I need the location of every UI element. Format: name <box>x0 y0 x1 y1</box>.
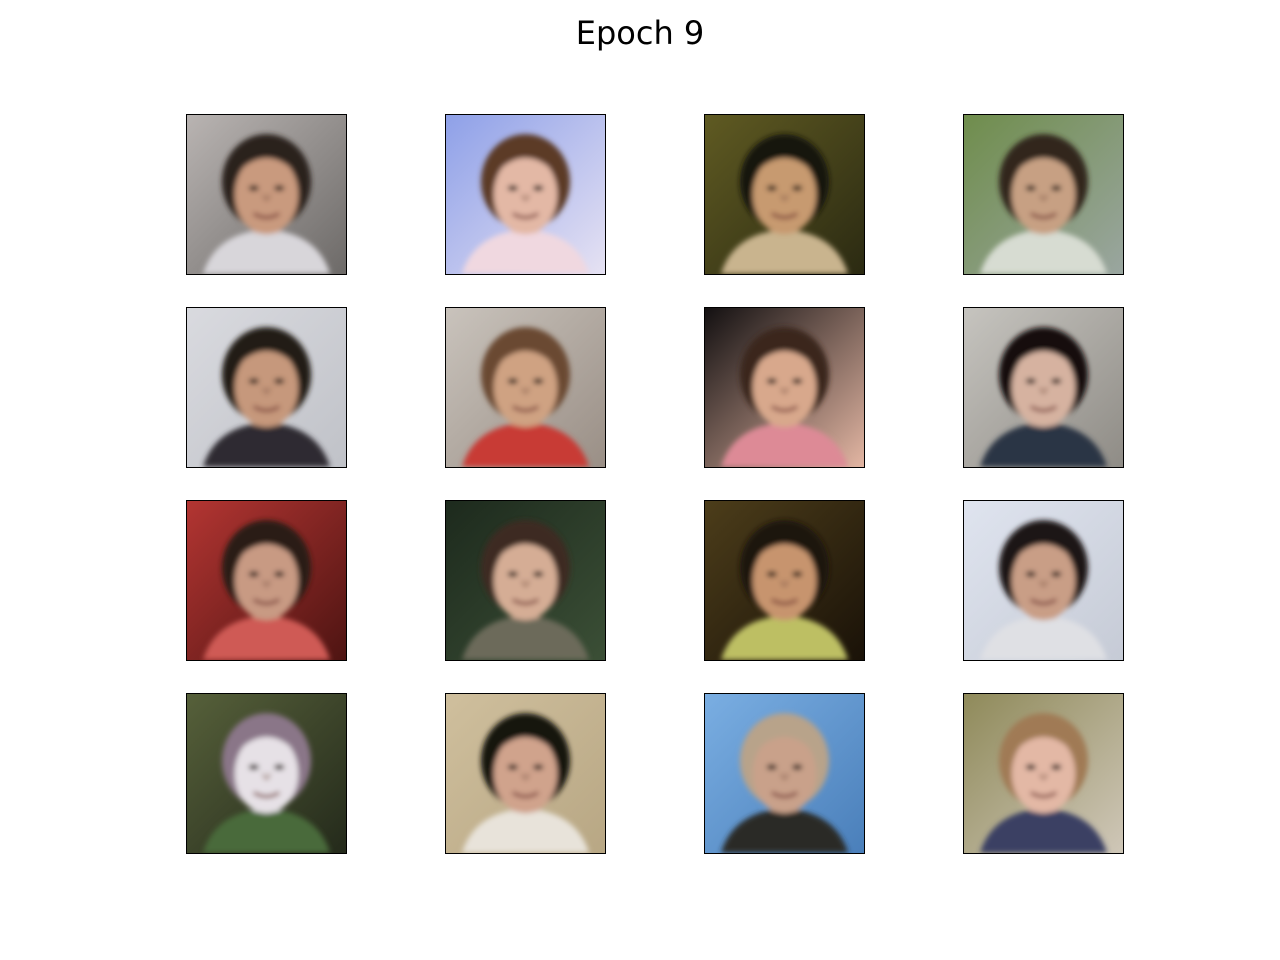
generated-sample-15 <box>704 693 865 854</box>
generated-sample-16 <box>963 693 1124 854</box>
generated-sample-7 <box>704 307 865 468</box>
generated-sample-10 <box>445 500 606 661</box>
generated-sample-9 <box>186 500 347 661</box>
generated-sample-11 <box>704 500 865 661</box>
generated-sample-12 <box>963 500 1124 661</box>
generated-sample-2 <box>445 114 606 275</box>
generated-sample-1 <box>186 114 347 275</box>
generated-sample-13 <box>186 693 347 854</box>
generated-sample-8 <box>963 307 1124 468</box>
generated-sample-14 <box>445 693 606 854</box>
generated-sample-5 <box>186 307 347 468</box>
figure-title: Epoch 9 <box>575 14 705 52</box>
generated-sample-6 <box>445 307 606 468</box>
generated-sample-3 <box>704 114 865 275</box>
generated-sample-4 <box>963 114 1124 275</box>
